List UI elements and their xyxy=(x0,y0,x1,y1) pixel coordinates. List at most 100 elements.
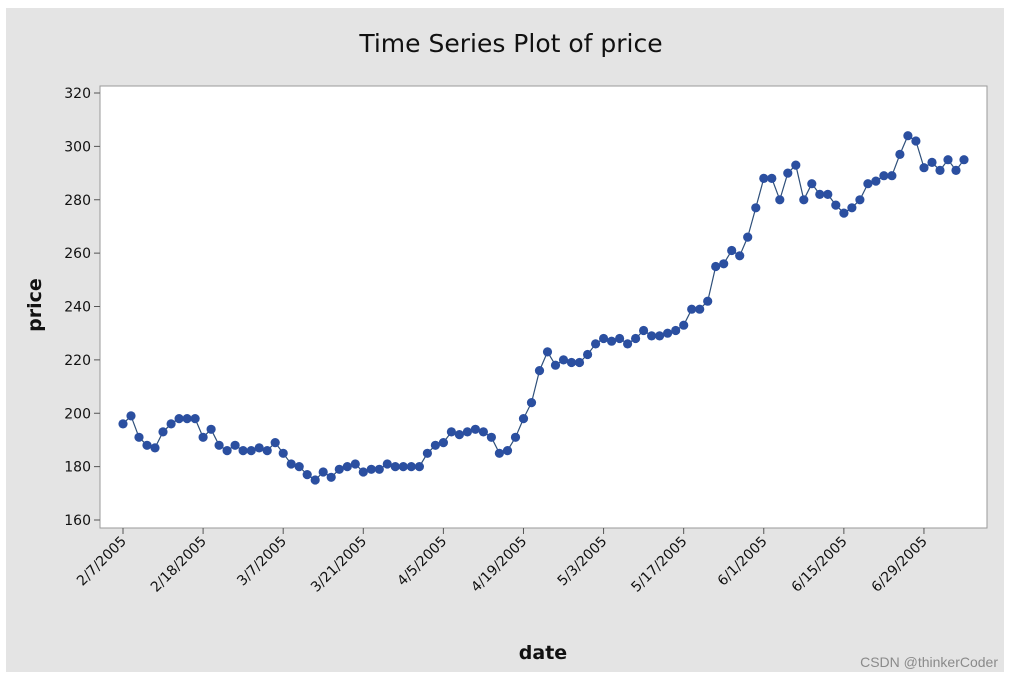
data-point xyxy=(406,462,416,472)
data-point xyxy=(599,333,609,344)
y-tick-label: 280 xyxy=(64,193,91,209)
data-point xyxy=(863,179,873,189)
x-tick-label: 5/3/2005 xyxy=(555,534,611,590)
data-point xyxy=(759,173,769,183)
data-point xyxy=(727,245,737,256)
data-point xyxy=(767,173,777,183)
series-layer xyxy=(118,131,969,485)
data-point xyxy=(903,131,913,141)
y-tick-label: 200 xyxy=(64,406,91,422)
data-point xyxy=(430,440,440,450)
x-tick-label: 3/21/2005 xyxy=(308,534,370,596)
y-tick-label: 320 xyxy=(64,86,91,102)
data-point xyxy=(358,467,368,477)
y-axis: 160 180 200 220 240 260 280 300 320 xyxy=(64,86,100,529)
data-point xyxy=(623,339,633,349)
x-tick-label: 4/19/2005 xyxy=(468,534,530,596)
data-point xyxy=(959,155,969,165)
y-axis-title: price xyxy=(24,278,46,332)
data-point xyxy=(278,448,288,458)
data-point xyxy=(302,470,312,480)
data-point xyxy=(494,448,504,458)
y-tick-label: 240 xyxy=(64,300,91,316)
data-point xyxy=(711,261,721,272)
data-point xyxy=(350,459,360,469)
data-point xyxy=(166,419,176,429)
chart-title: Time Series Plot of price xyxy=(358,29,662,58)
data-point xyxy=(134,432,144,442)
data-point xyxy=(246,446,256,456)
data-point xyxy=(334,464,344,474)
data-point xyxy=(382,459,392,469)
x-axis-title: date xyxy=(519,642,567,664)
x-tick-label: 6/15/2005 xyxy=(789,534,851,596)
x-tick-label: 2/18/2005 xyxy=(148,534,210,596)
x-tick-label: 5/17/2005 xyxy=(628,534,690,596)
data-point xyxy=(583,349,593,360)
data-point xyxy=(566,357,577,368)
data-point xyxy=(198,432,208,442)
data-point xyxy=(671,325,681,336)
data-point xyxy=(558,355,569,365)
y-tick-label: 220 xyxy=(64,353,91,369)
data-point xyxy=(526,398,537,408)
data-point xyxy=(783,168,793,178)
data-point xyxy=(446,427,456,437)
data-point xyxy=(518,414,529,424)
data-point xyxy=(182,414,192,424)
data-point xyxy=(631,333,641,344)
data-point xyxy=(607,336,617,346)
data-point xyxy=(150,443,160,453)
data-point xyxy=(615,333,625,344)
y-tick-label: 260 xyxy=(64,246,91,262)
data-point xyxy=(366,464,376,474)
data-point xyxy=(398,462,408,472)
data-point xyxy=(591,339,601,349)
data-point xyxy=(214,440,224,450)
data-point xyxy=(222,446,232,456)
data-point xyxy=(374,464,384,474)
data-point xyxy=(254,443,264,453)
data-point xyxy=(823,189,833,199)
x-tick-label: 6/1/2005 xyxy=(715,534,771,590)
data-point xyxy=(895,149,905,159)
data-point xyxy=(190,414,200,424)
data-point xyxy=(454,430,464,440)
x-tick-label: 6/29/2005 xyxy=(869,534,931,596)
data-point xyxy=(262,446,272,456)
x-tick-label: 3/7/2005 xyxy=(234,534,290,590)
data-point xyxy=(310,475,320,485)
plot-area xyxy=(99,85,988,529)
watermark-text: CSDN @thinkerCoder xyxy=(860,654,998,670)
data-point xyxy=(831,200,841,210)
data-point xyxy=(470,424,480,434)
data-point xyxy=(174,414,184,424)
data-point xyxy=(663,328,673,338)
data-point xyxy=(887,171,897,181)
data-point xyxy=(647,331,657,341)
y-tick-label: 300 xyxy=(64,139,91,155)
data-point xyxy=(414,462,424,472)
data-point xyxy=(927,157,937,167)
data-point xyxy=(142,440,152,450)
data-point xyxy=(839,208,849,218)
data-point xyxy=(791,160,801,170)
x-tick-label: 4/5/2005 xyxy=(394,534,450,590)
data-point xyxy=(342,462,352,472)
data-point xyxy=(230,440,240,450)
data-point xyxy=(951,165,961,175)
data-point xyxy=(126,411,136,421)
data-point xyxy=(687,304,697,314)
data-point xyxy=(703,296,713,306)
data-point xyxy=(326,472,336,482)
data-point xyxy=(318,467,328,477)
data-point xyxy=(751,203,761,213)
data-point xyxy=(574,357,585,368)
data-point xyxy=(855,195,865,205)
data-point xyxy=(639,325,649,336)
data-point xyxy=(919,163,929,173)
data-point xyxy=(390,462,400,472)
data-point xyxy=(542,347,553,357)
data-point xyxy=(478,427,488,437)
data-point xyxy=(422,448,432,458)
